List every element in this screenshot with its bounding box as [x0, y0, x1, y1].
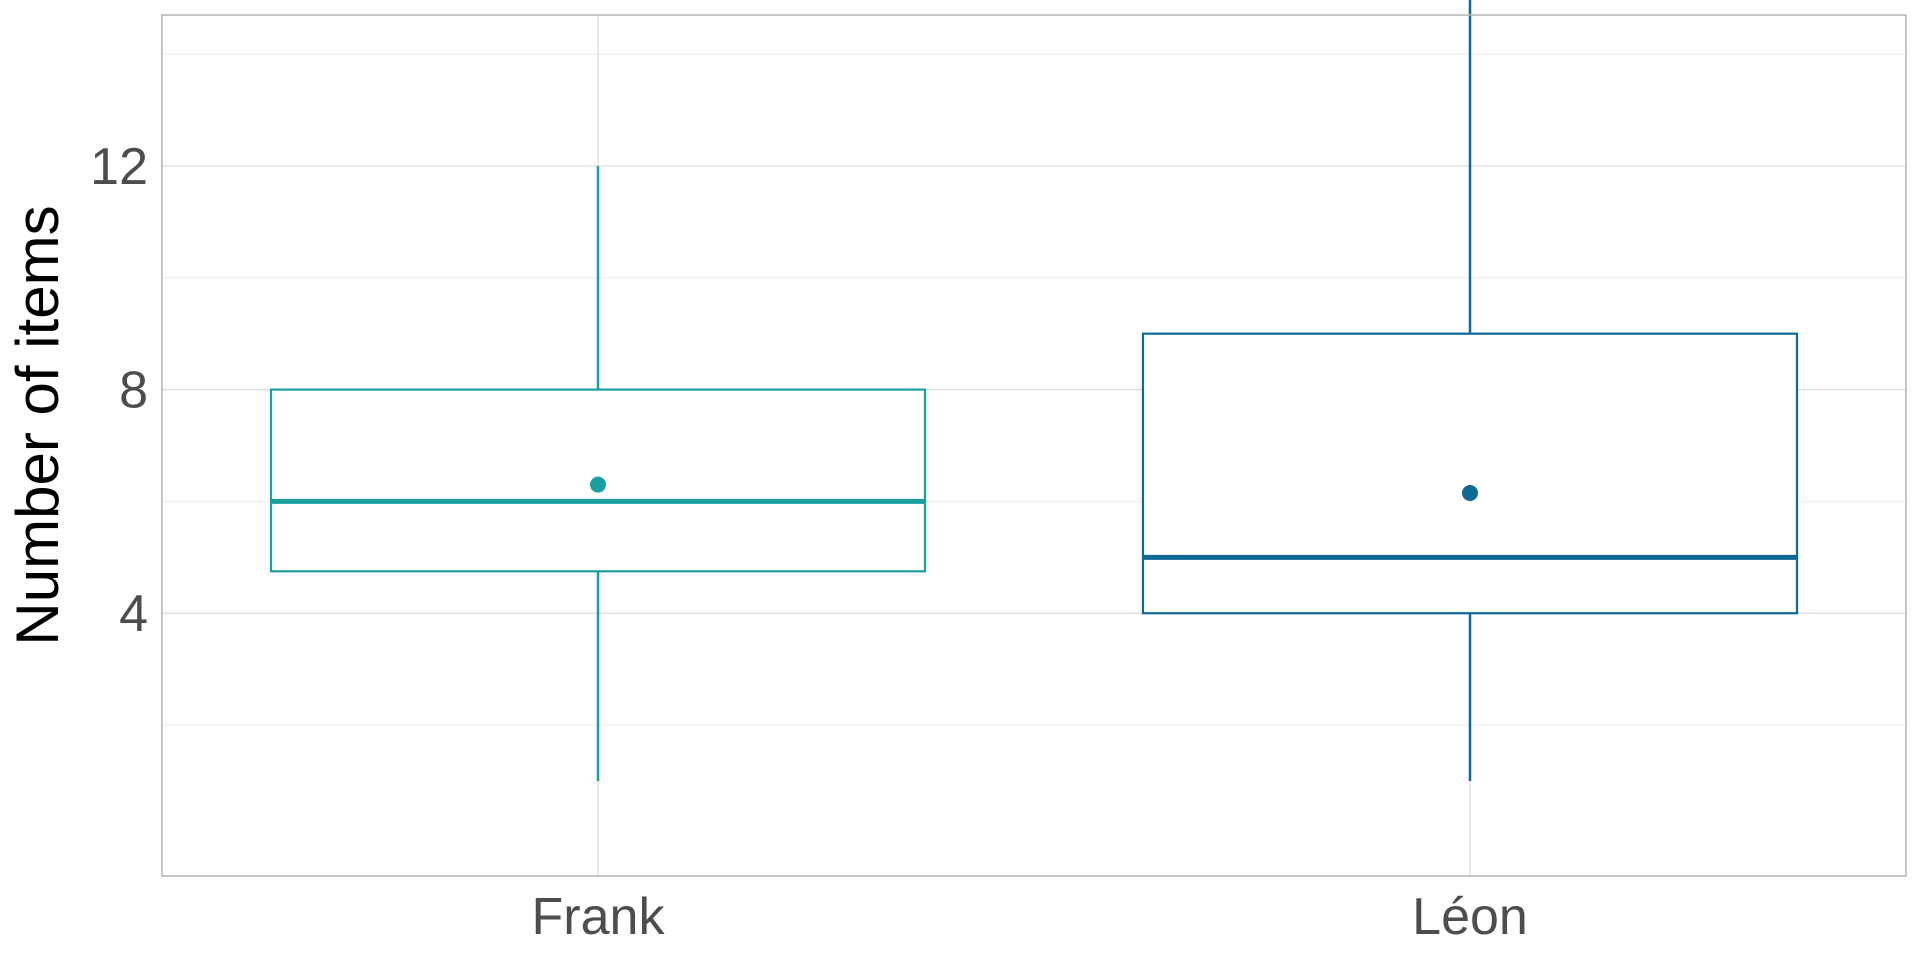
x-tick-labels: Frank Léon [532, 888, 1528, 946]
x-tick-label: Léon [1412, 888, 1528, 946]
y-axis-title: Number of items [4, 205, 71, 645]
mean-point [590, 476, 606, 493]
y-tick-label: 8 [119, 362, 148, 420]
box-1 [1141, 0, 1799, 781]
box-iqr [1141, 332, 1799, 615]
box-layer [269, 0, 1799, 781]
y-tick-labels: 4 8 12 [90, 138, 148, 643]
mean-point [1462, 485, 1478, 502]
box-0 [269, 165, 927, 781]
x-tick-label: Frank [532, 888, 666, 946]
y-tick-label: 12 [90, 138, 148, 196]
panel-border [161, 14, 1907, 877]
y-tick-label: 4 [119, 585, 148, 643]
